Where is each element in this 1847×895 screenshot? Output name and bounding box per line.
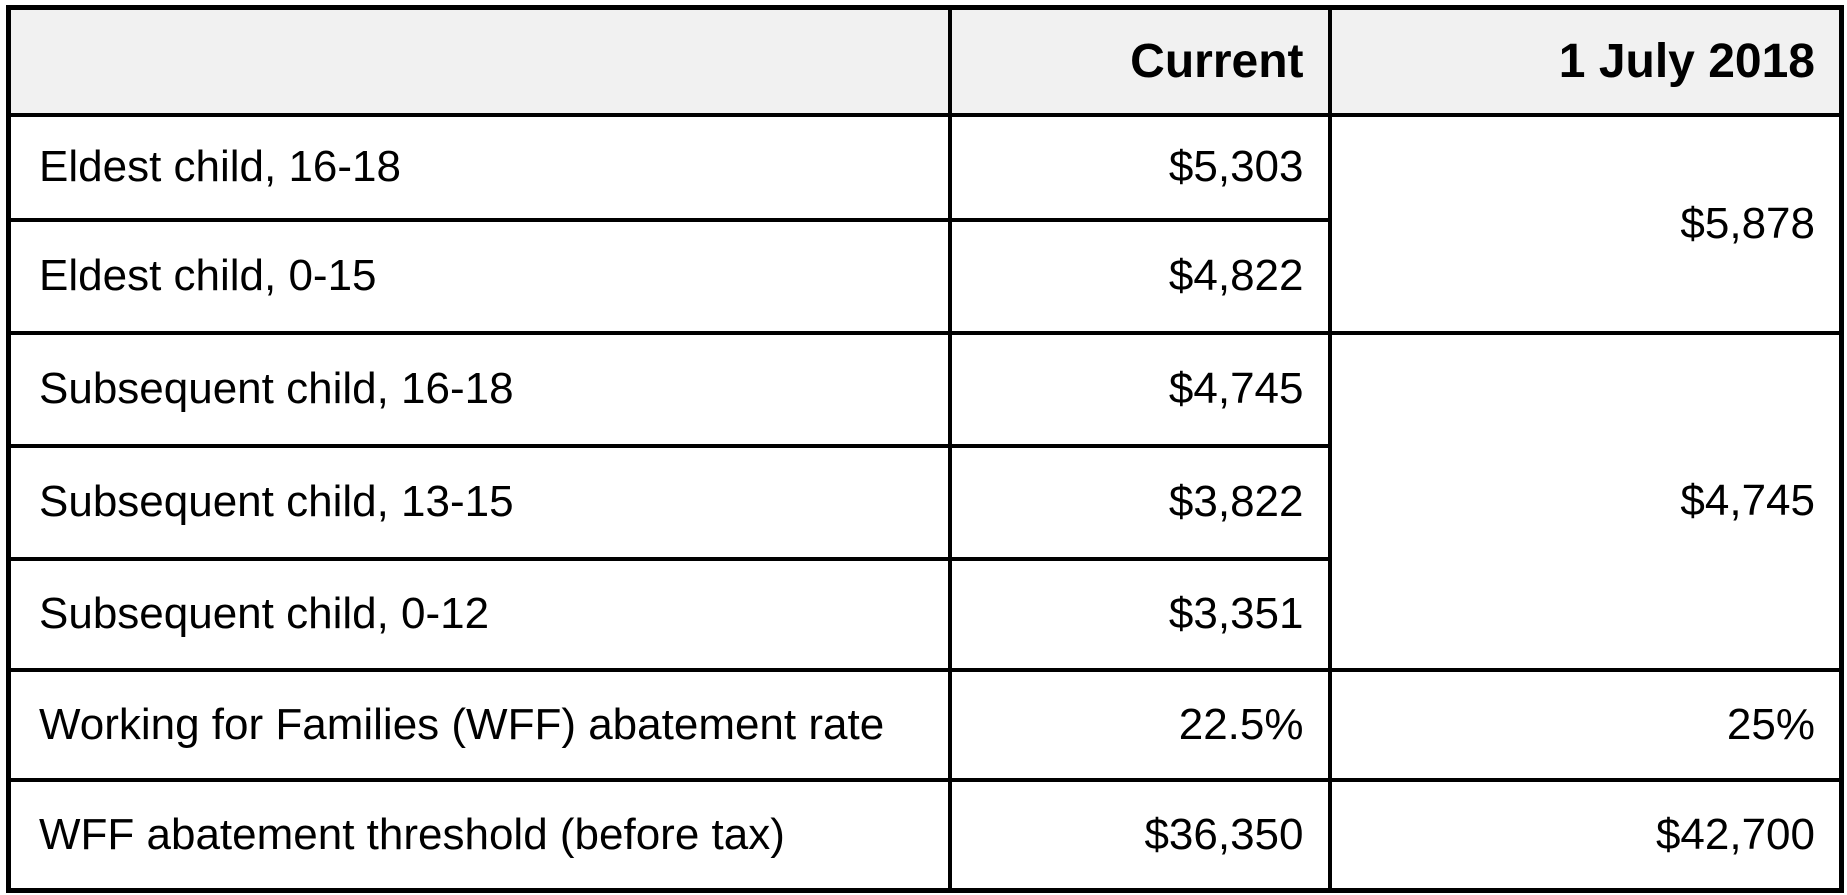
- current-value: $4,822: [947, 217, 1332, 335]
- row-label: Subsequent child, 16-18: [6, 330, 952, 448]
- row-label: Subsequent child, 0-12: [6, 556, 952, 672]
- july-2018-value-merged-eldest: $5,878: [1327, 112, 1844, 335]
- july-2018-value-merged-subsequent: $4,745: [1327, 330, 1844, 672]
- table-row-abatement-threshold: WFF abatement threshold (before tax) $36…: [6, 777, 1844, 893]
- header-cell-current: Current: [947, 5, 1332, 117]
- table-container: Current 1 July 2018 Eldest child, 16-18 …: [6, 5, 1844, 893]
- current-value: $5,303: [947, 112, 1332, 222]
- table-row-eldest-16-18: Eldest child, 16-18 $5,303 $5,878: [6, 112, 1844, 335]
- current-value: 22.5%: [947, 667, 1332, 782]
- row-label: Working for Families (WFF) abatement rat…: [6, 667, 952, 782]
- row-label: Subsequent child, 13-15: [6, 443, 952, 561]
- header-cell-empty: [6, 5, 952, 117]
- table-row-eldest-0-15: Eldest child, 0-15 $4,822: [6, 217, 1842, 335]
- header-row: Current 1 July 2018: [6, 5, 1844, 117]
- table-row-subsequent-0-12: Subsequent child, 0-12 $3,351: [6, 556, 1842, 672]
- current-value: $3,351: [947, 556, 1332, 672]
- july-2018-value: $42,700: [1327, 777, 1844, 893]
- table-row-subsequent-16-18: Subsequent child, 16-18 $4,745 $4,745: [6, 330, 1844, 672]
- row-label: WFF abatement threshold (before tax): [6, 777, 952, 893]
- row-label: Eldest child, 16-18: [6, 112, 952, 222]
- current-value: $4,745: [947, 330, 1332, 448]
- row-label: Eldest child, 0-15: [6, 217, 952, 335]
- wff-rates-table: Current 1 July 2018 Eldest child, 16-18 …: [6, 5, 1844, 893]
- header-cell-july-2018: 1 July 2018: [1327, 5, 1844, 117]
- current-value: $3,822: [947, 443, 1332, 561]
- current-value: $36,350: [947, 777, 1332, 893]
- table-row-abatement-rate: Working for Families (WFF) abatement rat…: [6, 667, 1844, 782]
- table-row-subsequent-13-15: Subsequent child, 13-15 $3,822: [6, 443, 1842, 561]
- july-2018-value: 25%: [1327, 667, 1844, 782]
